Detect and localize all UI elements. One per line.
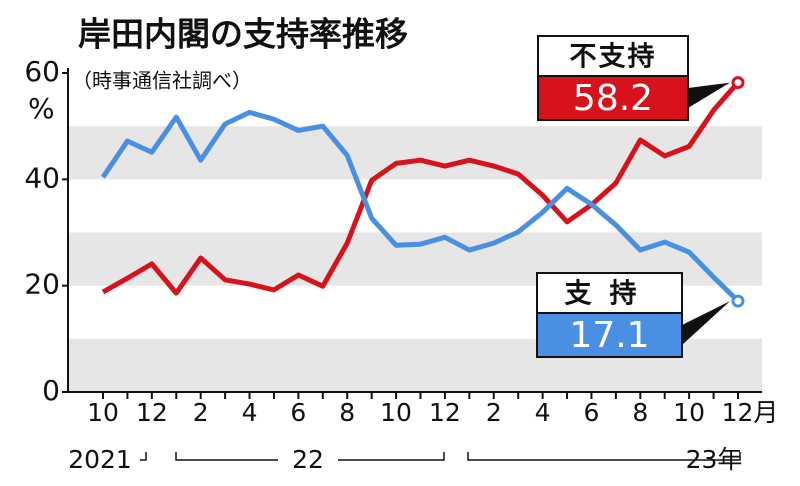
year-bracket — [467, 452, 660, 461]
x-tick-label: 2 — [193, 398, 209, 427]
x-tick-label: 8 — [632, 398, 648, 427]
callout-value-box — [536, 312, 683, 358]
y-tick-label: 20 — [24, 268, 60, 301]
line-series — [101, 80, 740, 296]
callout-value-box — [537, 75, 689, 121]
year-bracket — [140, 452, 147, 461]
data-label: 17.1 — [569, 315, 649, 356]
y-tick-label: 40 — [24, 161, 60, 194]
x-tick-label: 8 — [339, 398, 355, 427]
x-tick-label: 12 — [429, 398, 461, 427]
year-bracket — [660, 452, 741, 461]
y-tick-label: 60 — [24, 55, 60, 88]
callout-pointer — [688, 82, 730, 108]
year-label: 2021 — [68, 445, 132, 474]
x-tick-label: 2 — [486, 398, 502, 427]
end-marker — [731, 294, 745, 308]
legend-label: 不支持 — [570, 42, 657, 73]
year-bracket — [338, 452, 445, 461]
legend-label: 支持 — [565, 279, 655, 310]
y-tick-label: 0 — [42, 374, 60, 407]
x-tick-label: 10 — [380, 398, 412, 427]
data-label: 58.2 — [573, 78, 653, 119]
callout-header — [536, 272, 683, 314]
x-tick-label: 12月 — [722, 398, 779, 427]
callout-header — [537, 35, 689, 77]
y-axis-label: % — [28, 92, 55, 125]
callout-pointer — [682, 301, 730, 345]
x-tick-label: 12 — [136, 398, 168, 427]
year-label: 22 — [292, 445, 324, 474]
x-tick-label: 10 — [87, 398, 119, 427]
x-tick-label: 4 — [535, 398, 551, 427]
x-tick-label: 6 — [584, 398, 600, 427]
subtitle: （時事通信社調べ） — [72, 69, 252, 93]
chart-title: 岸田内閣の支持率推移 — [78, 15, 408, 54]
x-tick-label: 10 — [673, 398, 705, 427]
end-marker — [731, 76, 745, 90]
year-bracket — [175, 452, 278, 461]
x-tick-label: 4 — [242, 398, 258, 427]
line-series — [100, 109, 740, 303]
x-tick-label: 6 — [290, 398, 306, 427]
